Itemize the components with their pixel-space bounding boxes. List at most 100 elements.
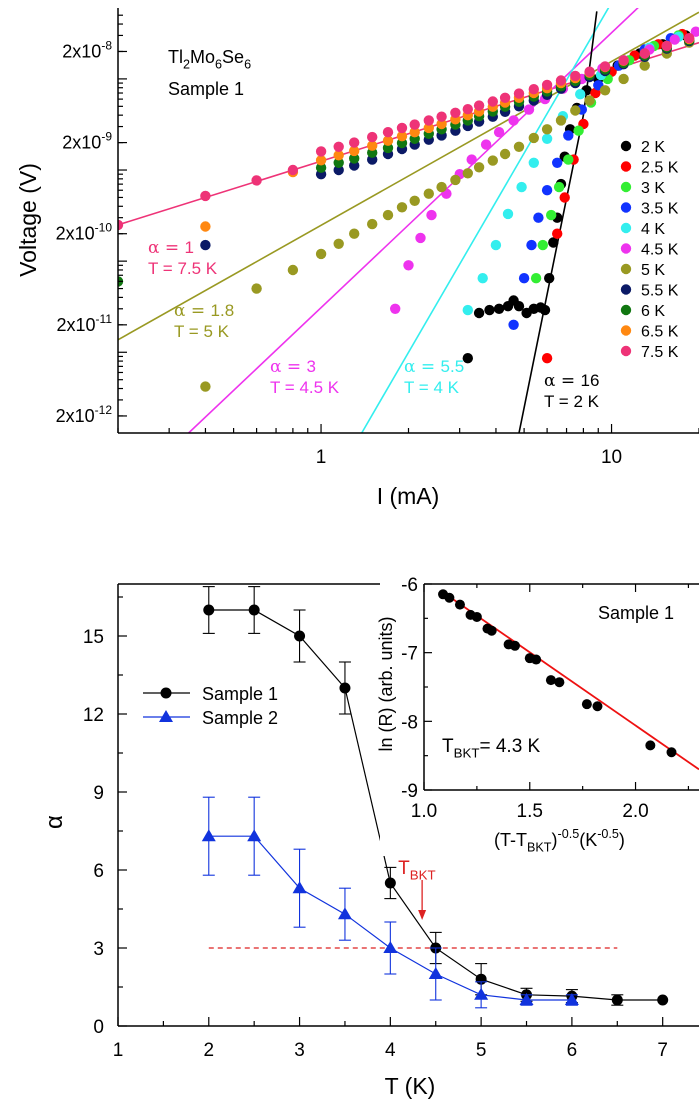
data-point xyxy=(499,148,511,160)
data-point xyxy=(423,122,434,134)
data-point xyxy=(555,115,567,126)
data-point xyxy=(552,157,563,168)
data-point xyxy=(315,146,327,157)
data-point xyxy=(396,202,408,213)
data-point xyxy=(480,139,492,150)
data-point xyxy=(367,218,378,230)
data-point xyxy=(315,155,327,166)
data-point xyxy=(544,273,555,284)
legend-marker xyxy=(620,284,632,295)
data-point xyxy=(333,164,344,176)
y-tick-label: 2x10-8 xyxy=(62,38,112,61)
data-point xyxy=(508,115,519,126)
data-point xyxy=(287,164,299,176)
data-point xyxy=(200,239,211,251)
inset-background xyxy=(380,566,699,856)
temp-annotation: T = 4.5 K xyxy=(270,378,340,397)
data-point xyxy=(396,122,408,134)
data-point xyxy=(518,273,530,284)
data-point xyxy=(513,301,525,312)
data-point xyxy=(473,162,485,173)
temp-annotation: T = 7.5 K xyxy=(148,259,218,278)
legend: Sample 1 Sample 2 xyxy=(143,684,278,728)
tbkt-arrowhead xyxy=(418,910,427,920)
x-tick-label: 10 xyxy=(601,447,622,468)
legend-label: 3.5 K xyxy=(641,201,679,218)
data-point xyxy=(466,154,477,165)
tbkt-label: TBKT xyxy=(398,858,435,883)
x-tick-label: 5 xyxy=(476,1040,487,1061)
data-point xyxy=(563,154,574,165)
series-7-5-K xyxy=(118,33,695,231)
data-point xyxy=(563,130,574,141)
inset-x-tick-label: 1.0 xyxy=(411,801,437,822)
data-point xyxy=(541,185,553,196)
x-tick-label: 1 xyxy=(113,1040,124,1061)
data-point xyxy=(490,239,502,251)
y-tick-label: 3 xyxy=(93,939,104,960)
inset-data-point xyxy=(545,675,556,686)
temp-annotation: T = 4 K xyxy=(404,378,460,397)
legend-marker xyxy=(620,304,632,316)
data-point xyxy=(570,105,581,116)
data-point xyxy=(473,100,485,111)
series-6-K xyxy=(118,35,695,287)
fit-line xyxy=(361,8,610,433)
inset-tbkt-label: TBKT= 4.3 K xyxy=(442,736,541,761)
inset-x-tick-label: 2.0 xyxy=(622,801,648,822)
data-point xyxy=(203,604,215,616)
data-point xyxy=(477,273,488,284)
data-point xyxy=(367,140,378,151)
data-point xyxy=(484,304,495,316)
x-tick-label: 7 xyxy=(657,1040,668,1061)
inset-data-point xyxy=(554,677,565,688)
legend-label: 2 K xyxy=(641,139,665,156)
data-point xyxy=(513,88,525,99)
data-point xyxy=(539,304,551,316)
inset-x-tick-label: 1.5 xyxy=(517,801,543,822)
data-point xyxy=(423,115,434,126)
data-point xyxy=(474,987,489,1000)
y-tick-label: 15 xyxy=(83,627,104,648)
data-point xyxy=(528,84,539,95)
data-point xyxy=(552,228,563,239)
data-point xyxy=(294,630,306,642)
data-point xyxy=(541,79,553,91)
legend-marker xyxy=(620,345,632,357)
data-point xyxy=(690,26,699,37)
legend-label: 2.5 K xyxy=(641,160,679,177)
data-point xyxy=(533,212,544,223)
data-point xyxy=(382,135,394,146)
legend-marker xyxy=(620,202,632,213)
data-point xyxy=(618,73,629,85)
data-point xyxy=(333,238,344,249)
data-point xyxy=(575,89,586,100)
data-point xyxy=(639,60,650,71)
y-tick-label: 2x10-10 xyxy=(56,221,113,244)
data-point xyxy=(462,168,473,179)
y-tick-label: 2x10-9 xyxy=(62,130,112,153)
data-point xyxy=(502,208,514,220)
x-tick-label: 4 xyxy=(385,1040,396,1061)
data-point xyxy=(382,127,394,138)
legend-label: 5 K xyxy=(641,262,665,279)
legend-marker xyxy=(620,325,632,336)
data-point xyxy=(487,96,498,107)
legend-marker xyxy=(620,140,632,152)
legend-label: Sample 2 xyxy=(202,708,278,728)
material-label: Tl2Mo6Se6 xyxy=(168,47,251,71)
inset-y-axis-label: ln (R) (arb. units) xyxy=(376,616,396,751)
data-point xyxy=(450,174,461,186)
inset-data-point xyxy=(592,701,603,712)
data-point xyxy=(200,221,211,232)
inset-y-tick-label: -8 xyxy=(401,712,418,733)
sample-label: Sample 1 xyxy=(168,79,244,99)
temp-annotation: T = 5 K xyxy=(174,322,230,341)
data-point xyxy=(541,133,553,144)
inset-x-axis-label: (T-TBKT)-0.5(K-0.5) xyxy=(494,827,625,855)
y-tick-label: 9 xyxy=(93,783,104,804)
inset-y-tick-label: -6 xyxy=(401,575,418,596)
fit-line xyxy=(518,11,598,433)
inset-data-point xyxy=(666,747,677,758)
